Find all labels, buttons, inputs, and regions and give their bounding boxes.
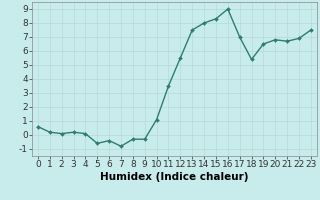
X-axis label: Humidex (Indice chaleur): Humidex (Indice chaleur)	[100, 172, 249, 182]
